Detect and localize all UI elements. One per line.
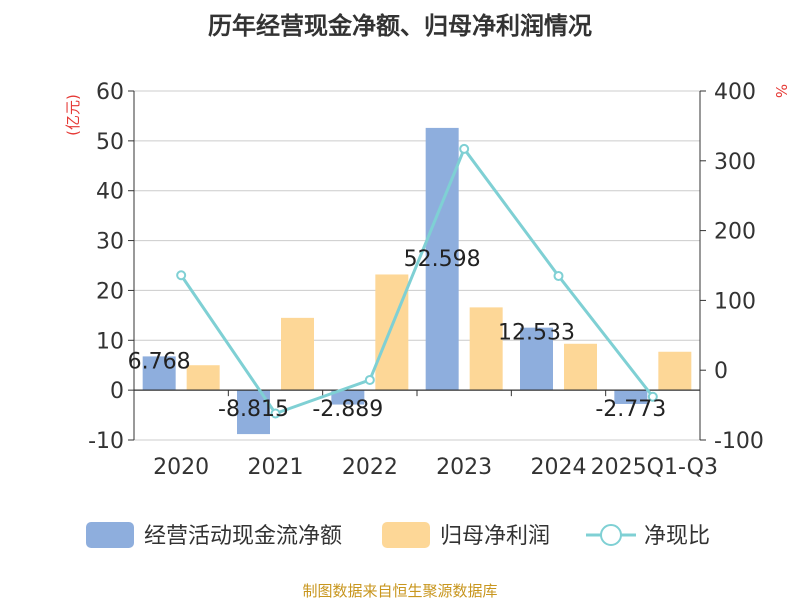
ratio-line-path [179, 147, 655, 415]
right-tick-label: 100 [714, 289, 756, 314]
right-tick-label: 300 [714, 150, 756, 175]
left-tick-label: -10 [88, 429, 124, 454]
ratio-point [270, 408, 281, 419]
x-tick-label: 2020 [153, 455, 209, 480]
cashflow-bar [331, 390, 365, 405]
net-profit-bar [375, 274, 409, 391]
left-tick-label: 0 [110, 379, 124, 404]
cashflow-data-label: -2.889 [312, 397, 383, 422]
ratio-point [176, 270, 187, 281]
cashflow-bar [614, 390, 648, 404]
legend-net-profit: 归母净利润 [382, 522, 550, 549]
chart-title: 历年经营现金净额、归母净利润情况 [208, 12, 592, 40]
left-tick-label: 50 [96, 130, 124, 155]
right-tick-label: -100 [714, 429, 764, 454]
cashflow-data-label: -8.815 [218, 397, 289, 422]
legend-cashflow: 经营活动现金流净额 [86, 522, 342, 549]
cashflow-bar [425, 127, 459, 391]
net-profit-bar [281, 317, 314, 391]
x-tick-label: 2022 [342, 455, 398, 480]
ratio-point [647, 391, 658, 402]
right-tick-label: 200 [714, 220, 756, 245]
legend: 经营活动现金流净额 归母净利润 净现比 [86, 522, 710, 549]
ratio-point [553, 270, 564, 281]
cashflow-data-label: 52.598 [404, 247, 481, 272]
data-labels: 6.768 -8.815 -2.889 52.598 12.533 -2.773 [128, 247, 667, 422]
legend-net-profit-swatch [382, 522, 430, 548]
cashflow-data-label: 6.768 [128, 349, 191, 374]
source-note: 制图数据来自恒生聚源数据库 [302, 582, 497, 600]
legend-ratio: 净现比 [586, 524, 710, 549]
left-axis-unit: (亿元) [64, 94, 82, 136]
x-tick-label: 2025Q1-Q3 [591, 455, 718, 480]
legend-ratio-marker [600, 524, 622, 546]
x-tick-label: 2021 [248, 455, 304, 480]
ratio-point [459, 143, 470, 154]
ratio-line [176, 143, 658, 419]
legend-cashflow-swatch [86, 522, 134, 548]
cashflow-bar [520, 327, 553, 391]
left-tick-label: 10 [96, 329, 124, 354]
x-tick-label: 2023 [436, 455, 492, 480]
net-profit-bar [186, 365, 220, 391]
net-profit-bar [564, 343, 597, 391]
right-axis-unit: % [772, 84, 790, 98]
ratio-point [364, 374, 375, 385]
legend-ratio-label: 净现比 [644, 524, 710, 549]
left-tick-label: 40 [96, 180, 124, 205]
net-profit-bar [658, 351, 692, 391]
legend-cashflow-label: 经营活动现金流净额 [144, 524, 342, 549]
left-tick-label: 20 [96, 279, 124, 304]
cashflow-data-label: 12.533 [498, 321, 575, 346]
bars [142, 127, 692, 435]
net-profit-bar [469, 307, 503, 391]
legend-net-profit-label: 归母净利润 [440, 524, 550, 549]
x-tick-label: 2024 [531, 455, 587, 480]
right-tick-label: 0 [714, 359, 728, 384]
left-tick-label: 60 [96, 80, 124, 105]
cashflow-bar [142, 356, 176, 391]
cashflow-data-label: -2.773 [595, 397, 666, 422]
right-tick-label: 400 [714, 80, 756, 105]
left-tick-label: 30 [96, 230, 124, 255]
